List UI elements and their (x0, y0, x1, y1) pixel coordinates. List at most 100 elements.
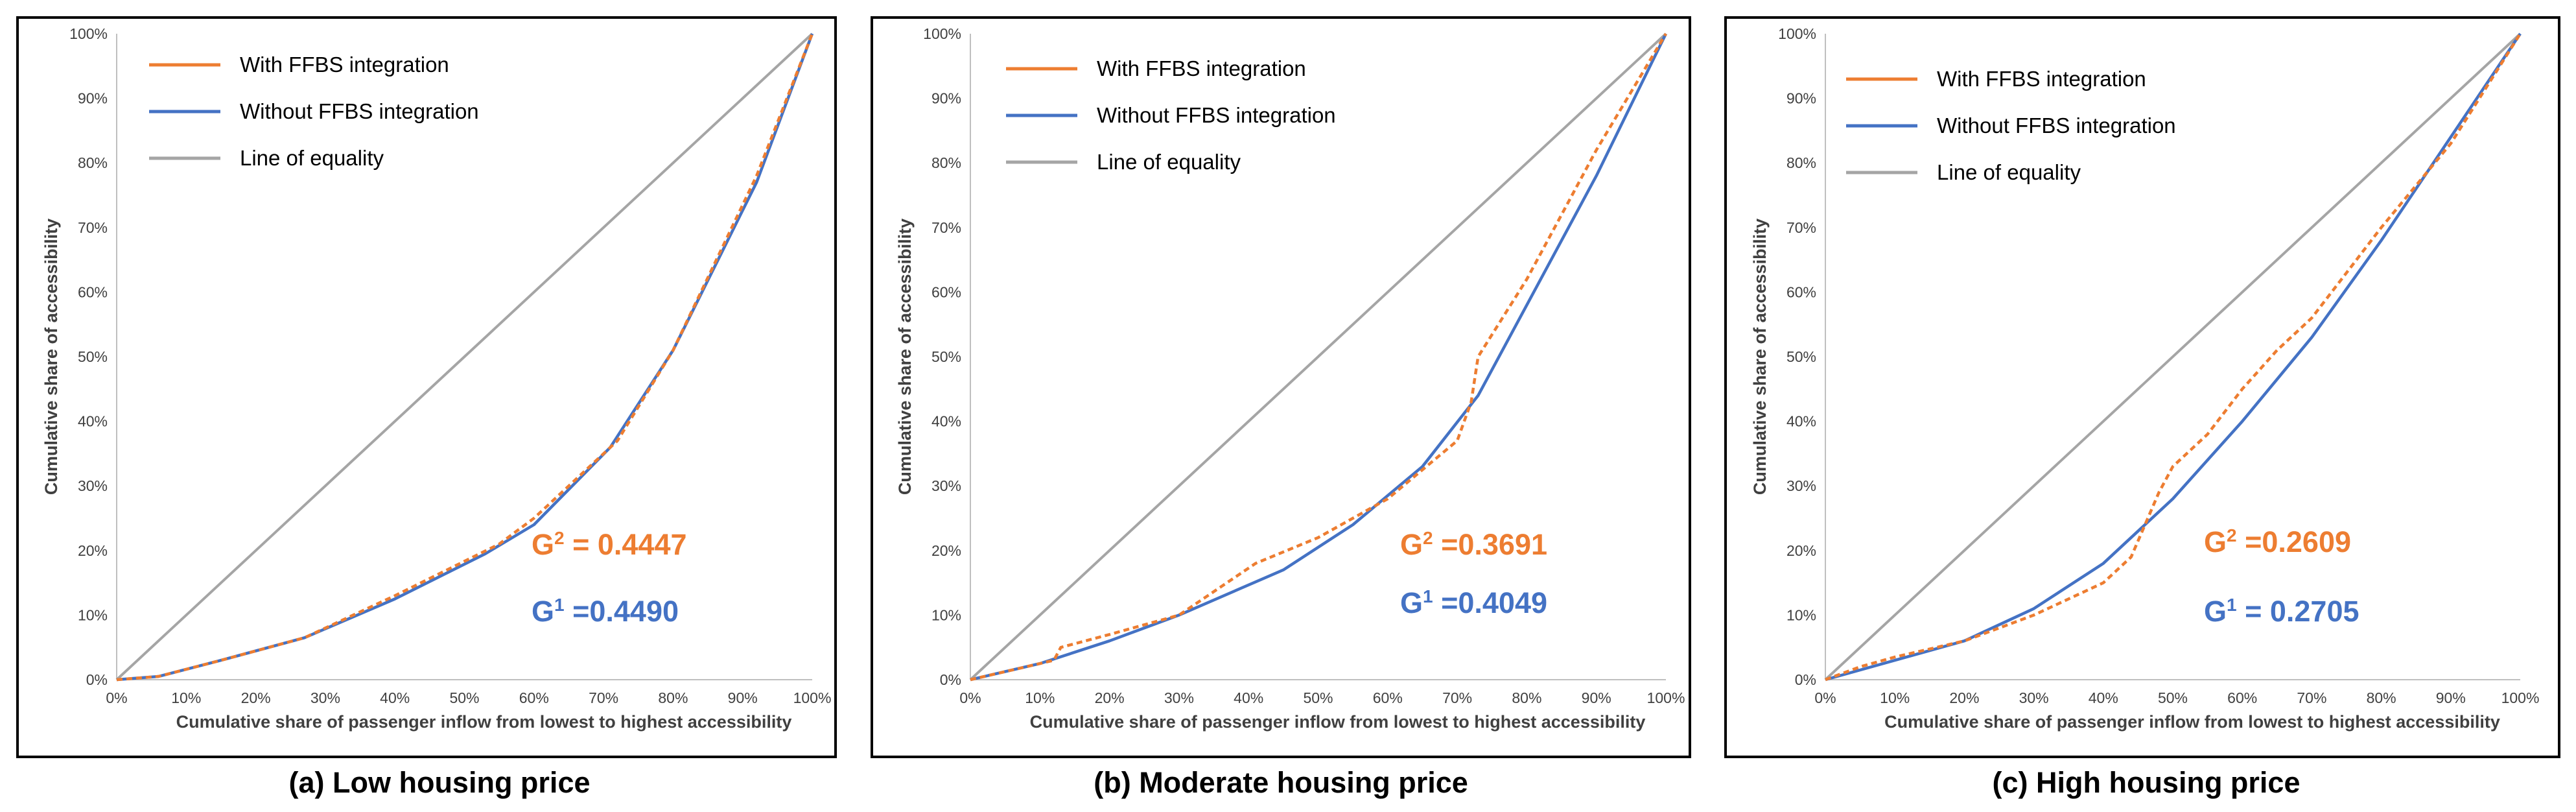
x-tick-label: 30% (310, 689, 340, 706)
gini-with-ffbs: G2 =0.3691 (1400, 528, 1547, 561)
y-tick-label: 10% (78, 606, 108, 623)
y-tick-label: 10% (1786, 606, 1816, 623)
x-tick-label: 50% (1303, 689, 1333, 706)
x-tick-label: 100% (2501, 689, 2540, 706)
panel-frame (1724, 16, 2560, 758)
y-tick-label: 30% (1786, 477, 1816, 494)
x-tick-label: 70% (2297, 689, 2326, 706)
x-tick-label: 50% (2158, 689, 2188, 706)
y-tick-label: 90% (931, 90, 961, 107)
panel-a: 0% 10% 20% 30% 40% 50% 60% 70% 80% 90% 100% 0% 10% 20… (16, 16, 837, 758)
y-tick-label: 10% (931, 606, 961, 623)
legend-label-equality: Line of equality (240, 146, 384, 170)
legend-label-without: Without FFBS integration (1937, 113, 2176, 137)
gini-without-ffbs: G1 =0.4049 (1400, 586, 1547, 619)
x-tick-label: 30% (1164, 689, 1194, 706)
legend-label-with: With FFBS integration (1097, 56, 1306, 80)
x-tick-label: 60% (519, 689, 549, 706)
legend-label-equality: Line of equality (1097, 150, 1241, 174)
series-with-ffbs-line (1825, 32, 2522, 682)
y-tick-label: 70% (931, 219, 961, 236)
x-tick-label: 50% (449, 689, 479, 706)
x-tick-label: 90% (728, 689, 758, 706)
y-tick-label: 70% (78, 219, 108, 236)
y-tick-label: 60% (78, 283, 108, 300)
y-tick-label: 20% (1786, 542, 1816, 559)
x-tick-label: 90% (1582, 689, 1611, 706)
y-tick-label: 20% (931, 542, 961, 559)
series-with-ffbs-line (970, 32, 1667, 682)
y-tick-label: 100% (923, 25, 961, 42)
y-tick-label: 100% (1778, 25, 1816, 42)
x-tick-label: 0% (1814, 689, 1836, 706)
gini-with-ffbs: G2 =0.2609 (2204, 525, 2351, 558)
y-axis-title: Cumulative share of accessibility (1750, 219, 1770, 495)
x-tick-label: 80% (1512, 689, 1541, 706)
panel-frame (871, 16, 1691, 758)
y-tick-label: 0% (940, 671, 961, 688)
legend-label-equality: Line of equality (1937, 160, 2081, 184)
y-tick-label: 100% (69, 25, 108, 42)
y-tick-label: 50% (931, 348, 961, 365)
y-tick-label: 0% (1795, 671, 1816, 688)
legend-label-with: With FFBS integration (1937, 67, 2146, 91)
x-axis-title: Cumulative share of passenger inflow fro… (1884, 712, 2500, 732)
y-tick-label: 20% (78, 542, 108, 559)
x-tick-label: 10% (171, 689, 201, 706)
panel-caption: (a) Low housing price (288, 766, 590, 799)
y-tick-label: 0% (86, 671, 108, 688)
x-tick-label: 60% (2227, 689, 2257, 706)
x-tick-label: 60% (1373, 689, 1403, 706)
y-tick-label: 70% (1786, 219, 1816, 236)
y-tick-label: 50% (1786, 348, 1816, 365)
series-with-ffbs-line (116, 33, 814, 682)
series-without-ffbs-line (970, 33, 1668, 682)
x-tick-label: 40% (380, 689, 410, 706)
legend-label-without: Without FFBS integration (1097, 103, 1336, 127)
gini-with-ffbs: G2 = 0.4447 (532, 528, 687, 561)
y-tick-label: 40% (1786, 413, 1816, 430)
panel-frame (16, 16, 837, 758)
y-tick-label: 60% (931, 283, 961, 300)
x-tick-label: 20% (1095, 689, 1125, 706)
legend-label-without: Without FFBS integration (240, 99, 479, 123)
x-tick-label: 100% (1647, 689, 1685, 706)
y-tick-label: 80% (78, 154, 108, 171)
y-tick-label: 80% (1786, 154, 1816, 171)
x-tick-label: 20% (1949, 689, 1979, 706)
y-tick-label: 90% (78, 90, 108, 107)
panel-b: 0% 10% 20% 30% 40% 50% 60% 70% 80% 90% 100% 0% 10% 20… (871, 16, 1691, 758)
y-axis-title: Cumulative share of accessibility (895, 219, 915, 495)
y-tick-label: 80% (931, 154, 961, 171)
legend-label-with: With FFBS integration (240, 53, 449, 77)
x-tick-label: 0% (106, 689, 127, 706)
x-tick-label: 40% (1234, 689, 1263, 706)
y-tick-label: 50% (78, 348, 108, 365)
y-tick-label: 60% (1786, 283, 1816, 300)
y-tick-label: 30% (78, 477, 108, 494)
x-tick-label: 100% (793, 689, 832, 706)
x-tick-label: 80% (2367, 689, 2396, 706)
x-tick-label: 0% (959, 689, 981, 706)
y-tick-label: 30% (931, 477, 961, 494)
gini-without-ffbs: G1 = 0.2705 (2204, 595, 2359, 628)
panel-c: 0% 10% 20% 30% 40% 50% 60% 70% 80% 90% 100% 0% 10% 20… (1724, 16, 2560, 758)
panel-caption: (c) High housing price (1992, 766, 2300, 799)
y-axis-title: Cumulative share of accessibility (41, 219, 61, 495)
x-tick-label: 10% (1880, 689, 1910, 706)
x-tick-label: 70% (1442, 689, 1472, 706)
y-tick-label: 40% (931, 413, 961, 430)
x-axis-title: Cumulative share of passenger inflow fro… (1030, 712, 1646, 732)
x-tick-label: 40% (2089, 689, 2118, 706)
x-tick-label: 20% (241, 689, 271, 706)
x-tick-label: 30% (2019, 689, 2049, 706)
x-tick-label: 80% (658, 689, 688, 706)
line-of-equality (115, 32, 814, 681)
panel-caption: (b) Moderate housing price (1094, 766, 1468, 799)
y-tick-label: 90% (1786, 90, 1816, 107)
gini-without-ffbs: G1 =0.4490 (532, 595, 679, 628)
line-of-equality (1824, 32, 2522, 681)
x-tick-label: 10% (1025, 689, 1055, 706)
x-axis-title: Cumulative share of passenger inflow fro… (176, 712, 792, 732)
line-of-equality (969, 32, 1667, 681)
